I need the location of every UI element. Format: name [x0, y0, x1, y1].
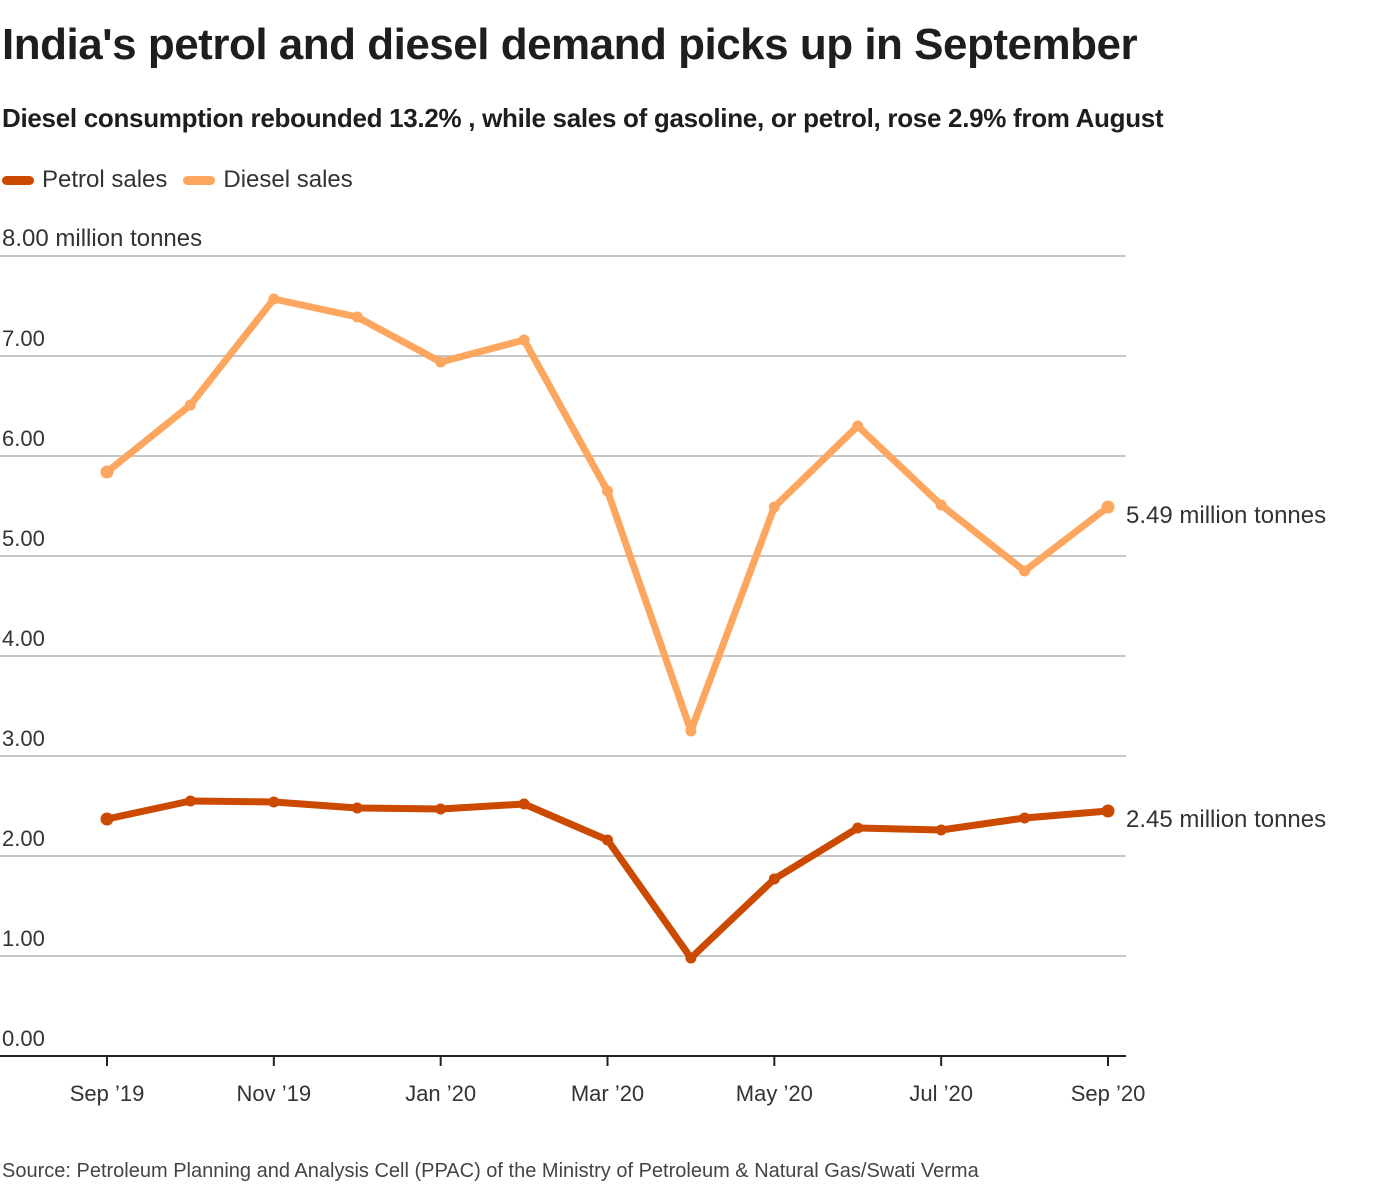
data-point-diesel	[852, 420, 864, 432]
data-point-petrol	[768, 873, 780, 885]
source-note: Source: Petroleum Planning and Analysis …	[2, 1160, 979, 1182]
data-point-diesel	[351, 311, 363, 323]
y-axis-labels: 0.00 1.00 2.00 3.00 4.00 5.00 6.00 7.00 8.00 mil…	[2, 225, 202, 1051]
legend-item-diesel: Diesel sales	[183, 166, 353, 194]
legend-label-petrol: Petrol sales	[42, 166, 168, 193]
legend-item-petrol: Petrol sales	[2, 166, 167, 194]
end-label-diesel: 5.49 million tonnes	[1126, 502, 1326, 529]
data-point-petrol	[935, 824, 947, 836]
chart-title: India's petrol and diesel demand picks u…	[2, 20, 1138, 69]
x-tick-label: Jul ’20	[909, 1081, 973, 1106]
legend-swatch-diesel	[183, 175, 216, 185]
line-diesel	[103, 295, 1112, 735]
data-point-diesel	[268, 293, 280, 305]
data-point-petrol	[602, 834, 613, 846]
x-tick-label: Jan ’20	[405, 1081, 476, 1106]
data-point-diesel	[1019, 565, 1031, 577]
data-point-diesel	[518, 334, 530, 346]
data-point-petrol	[435, 803, 447, 815]
data-point-petrol	[100, 812, 114, 826]
legend-swatch-petrol	[2, 175, 34, 185]
x-axis: Sep ’19 Nov ’19 Jan ’20 Mar ’20 May ’20 Jul ’…	[0, 1055, 1146, 1106]
x-tick-label: Sep ’19	[70, 1081, 145, 1106]
y-tick-label: 5.00	[2, 526, 45, 551]
data-point-diesel	[1101, 500, 1115, 514]
data-point-petrol	[1019, 812, 1031, 824]
gridlines	[0, 255, 1126, 957]
y-tick-label: 6.00	[2, 426, 45, 451]
x-tick-label: May ’20	[736, 1081, 813, 1106]
line-petrol	[103, 797, 1112, 962]
data-point-diesel	[602, 485, 613, 497]
data-point-diesel	[435, 356, 447, 368]
x-tick-label: Mar ’20	[571, 1081, 644, 1106]
chart-subtitle: Diesel consumption rebounded 13.2% , whi…	[2, 103, 1164, 133]
data-point-diesel	[935, 499, 947, 511]
data-point-petrol	[268, 796, 280, 808]
end-label-petrol: 2.45 million tonnes	[1126, 806, 1326, 833]
data-point-petrol	[184, 795, 196, 807]
y-tick-label: 3.00	[2, 726, 45, 751]
data-point-diesel	[100, 465, 114, 479]
series-petrol	[100, 795, 1115, 964]
legend: Petrol sales Diesel sales	[2, 166, 369, 194]
data-point-diesel	[685, 725, 697, 737]
y-tick-label: 2.00	[2, 826, 45, 851]
data-point-petrol	[518, 798, 530, 810]
series-lines	[100, 293, 1115, 964]
y-tick-label: 0.00	[2, 1026, 45, 1051]
data-point-diesel	[768, 501, 780, 513]
data-point-petrol	[852, 822, 864, 834]
y-tick-label: 4.00	[2, 626, 45, 651]
data-point-petrol	[685, 952, 697, 964]
data-point-diesel	[184, 399, 196, 411]
data-point-petrol	[1101, 804, 1115, 818]
y-tick-label: 8.00 million tonnes	[2, 225, 202, 252]
y-tick-label: 1.00	[2, 926, 45, 951]
series-diesel	[100, 293, 1115, 737]
legend-label-diesel: Diesel sales	[223, 166, 353, 193]
x-tick-label: Sep ’20	[1071, 1081, 1146, 1106]
x-tick-label: Nov ’19	[237, 1081, 312, 1106]
y-tick-label: 7.00	[2, 326, 45, 351]
data-point-petrol	[351, 802, 363, 814]
end-labels: 2.45 million tonnes 5.49 million tonnes	[1126, 502, 1326, 833]
